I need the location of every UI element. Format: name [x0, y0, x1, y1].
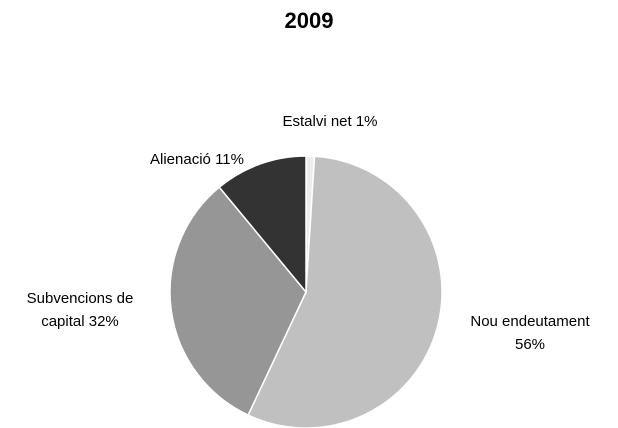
slice-label: Alienació 11% [117, 148, 277, 171]
value-label: 32% [88, 313, 119, 330]
value-label: 1% [355, 113, 378, 130]
category-label: Alienació [150, 151, 211, 168]
value-label: 11% [215, 151, 244, 168]
pie-slice [169, 186, 307, 417]
category-label: Subvencions de capital [26, 290, 134, 330]
value-label: 56% [514, 336, 546, 353]
chart-title: 2009 [284, 8, 334, 33]
pie-slice [218, 155, 307, 295]
slice-label: Subvencions de capital 32% [5, 287, 155, 333]
category-label: Nou endeutament [470, 313, 590, 330]
slice-label: Nou endeutament 56% [460, 310, 600, 356]
category-label: Estalvi net [282, 113, 352, 130]
slice-label: Estalvi net 1% [230, 110, 430, 133]
